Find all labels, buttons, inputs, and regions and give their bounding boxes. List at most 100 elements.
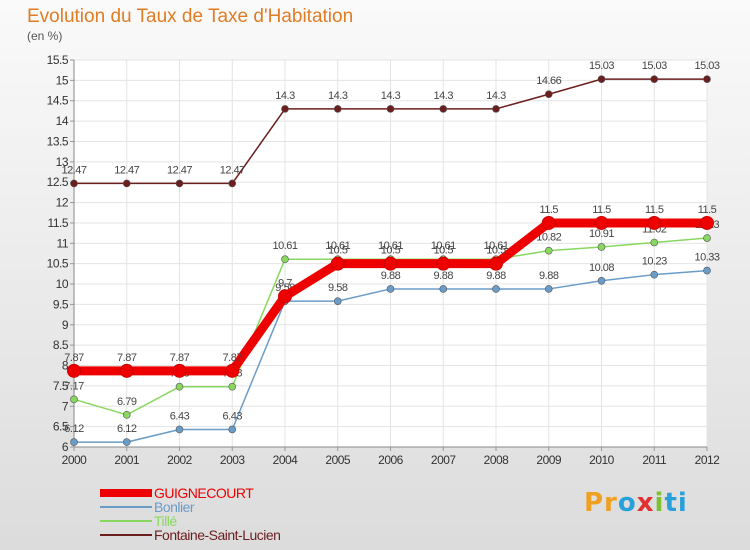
data-label: 9.88	[486, 270, 506, 282]
y-tick-label: 12	[56, 196, 69, 210]
data-point	[439, 105, 448, 113]
legend-item: Fontaine-Saint-Lucien	[100, 527, 281, 543]
data-label: 15.03	[642, 60, 667, 72]
data-point	[122, 438, 131, 446]
x-tick-label: 2007	[431, 453, 457, 467]
data-label: 10.5	[328, 245, 348, 257]
y-tick-label: 10	[56, 277, 69, 291]
data-label: 12.47	[114, 164, 139, 176]
y-tick-label: 11.5	[48, 216, 69, 230]
data-label: 14.3	[486, 90, 506, 102]
data-label: 12.47	[61, 164, 86, 176]
data-label: 9.88	[381, 270, 401, 282]
data-point	[119, 363, 134, 378]
data-point	[650, 238, 659, 247]
data-point	[175, 425, 184, 434]
data-point	[228, 382, 237, 391]
data-point	[172, 363, 187, 378]
data-label: 15.03	[589, 60, 614, 72]
data-label: 10.61	[431, 240, 456, 252]
data-point	[122, 179, 131, 188]
data-label: 6.43	[223, 410, 243, 422]
data-point	[383, 256, 398, 271]
data-label: 6.12	[117, 423, 137, 435]
data-label: 6.79	[117, 396, 137, 408]
data-label: 10.61	[483, 240, 508, 252]
y-tick-label: 8	[62, 359, 69, 373]
data-point	[492, 105, 500, 113]
data-label: 15.03	[694, 60, 719, 72]
proxiti-logo: Proxiti	[584, 488, 688, 518]
data-label: 10.33	[694, 252, 719, 264]
data-point	[70, 395, 78, 404]
data-point	[436, 256, 451, 271]
data-label: 9.88	[434, 270, 454, 282]
data-point	[544, 285, 553, 293]
data-point	[492, 285, 500, 293]
x-tick-label: 2004	[273, 453, 299, 467]
legend-swatch	[100, 534, 152, 536]
data-label: 10.5	[434, 245, 454, 257]
legend-swatch	[100, 520, 152, 522]
y-tick-label: 14.5	[47, 94, 69, 108]
legend-item: GUIGNECOURT	[100, 485, 280, 501]
data-point	[544, 90, 553, 99]
data-point	[597, 75, 606, 83]
data-label: 12.47	[167, 164, 192, 176]
y-tick-label: 12.5	[47, 175, 69, 189]
y-tick-label: 9.5	[53, 297, 69, 311]
y-tick-label: 7	[62, 399, 69, 413]
data-label: 10.91	[589, 228, 614, 240]
data-point	[175, 179, 184, 188]
data-label: 10.5	[486, 245, 506, 257]
data-point	[489, 256, 503, 271]
y-tick-label: 10.5	[47, 257, 69, 271]
data-label: 6.12	[64, 423, 84, 435]
data-point	[597, 243, 606, 251]
data-point	[330, 256, 345, 271]
x-tick-label: 2003	[220, 453, 246, 467]
y-tick-label: 13.5	[47, 134, 69, 148]
legend-label: GUIGNECOURT	[154, 485, 254, 501]
data-label: 10.5	[381, 245, 401, 257]
data-point	[228, 179, 237, 188]
data-point	[386, 285, 395, 293]
x-tick-label: 2009	[536, 453, 562, 467]
data-point	[703, 75, 711, 83]
data-label: 7.87	[117, 352, 137, 364]
x-tick-label: 2010	[589, 453, 615, 467]
data-label: 11.5	[592, 204, 611, 216]
y-tick-label: 9	[62, 318, 69, 332]
legend-label: Fontaine-Saint-Lucien	[154, 527, 281, 543]
data-point	[70, 179, 78, 188]
data-label: 10.82	[536, 232, 561, 244]
data-point	[122, 411, 131, 419]
data-label: 14.3	[328, 90, 348, 102]
y-tick-label: 6.5	[53, 420, 69, 434]
y-tick-label: 7.5	[53, 379, 69, 393]
data-point	[703, 234, 711, 242]
chart-title: Evolution du Taux de Taxe d'Habitation	[27, 6, 354, 27]
y-tick-label: 8.5	[53, 338, 69, 352]
data-point	[225, 363, 240, 378]
data-label: 12.47	[220, 164, 245, 176]
data-point	[278, 289, 292, 304]
data-label: 9.7	[278, 277, 292, 289]
data-point	[650, 270, 659, 279]
data-point	[647, 215, 662, 230]
data-label: 9.88	[539, 270, 559, 282]
legend-label: Tillé	[154, 513, 177, 529]
x-tick-label: 2000	[62, 453, 88, 467]
data-label: 6.43	[170, 410, 190, 422]
y-tick-label: 6	[62, 440, 69, 454]
x-tick-label: 2005	[325, 453, 351, 467]
data-point	[700, 215, 714, 230]
x-tick-label: 2012	[695, 453, 721, 467]
x-tick-label: 2006	[378, 453, 404, 467]
data-label: 14.3	[434, 90, 454, 102]
data-point	[333, 105, 342, 113]
legend-swatch	[100, 489, 152, 497]
x-tick-label: 2002	[167, 453, 193, 467]
legend-item: Tillé	[100, 513, 280, 529]
data-label: 7.87	[223, 352, 243, 364]
